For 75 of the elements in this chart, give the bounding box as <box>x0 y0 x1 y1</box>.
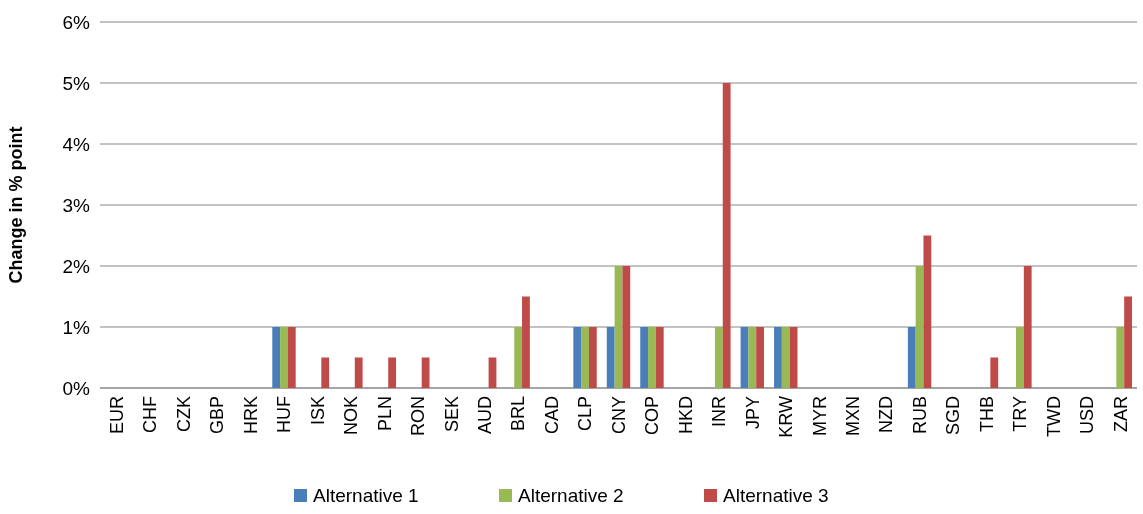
y-tick-label: 1% <box>62 316 91 338</box>
bar <box>354 357 363 388</box>
bar <box>514 327 523 388</box>
legend-label: Alternative 2 <box>518 485 624 506</box>
x-tick-label: AUD <box>474 396 495 435</box>
x-tick-label: MXN <box>842 396 863 436</box>
y-tick-label: 4% <box>62 133 91 155</box>
bar <box>714 327 723 388</box>
bar <box>614 266 623 388</box>
x-tick-label: COP <box>642 396 663 436</box>
bar <box>740 327 749 388</box>
x-tick-label: EUR <box>107 396 128 435</box>
bar <box>789 327 798 388</box>
x-tick-label: HRK <box>240 396 261 435</box>
x-tick-label: KRW <box>776 395 797 438</box>
x-tick-label: CLP <box>575 396 596 432</box>
bar <box>280 327 288 388</box>
x-tick-label: CZK <box>173 396 194 432</box>
bar <box>640 327 649 388</box>
bar <box>606 327 615 388</box>
bar <box>1116 327 1125 388</box>
x-tick-label: HKD <box>675 396 696 435</box>
x-tick-label: INR <box>709 396 730 427</box>
bar <box>1016 327 1024 388</box>
bar <box>272 327 281 388</box>
bar <box>522 296 530 388</box>
legend-label: Alternative 3 <box>723 485 829 506</box>
bar <box>573 327 582 388</box>
bar <box>722 83 731 388</box>
x-tick-label: TRY <box>1010 396 1031 432</box>
x-tick-label: SEK <box>441 396 462 433</box>
bar <box>321 357 330 388</box>
x-tick-label: RON <box>408 396 429 436</box>
x-tick-label: TWD <box>1043 396 1064 437</box>
y-tick-label: 3% <box>62 194 91 216</box>
bar <box>648 327 656 388</box>
x-tick-label: SGD <box>943 396 964 436</box>
x-tick-label: MYR <box>809 396 830 436</box>
bar <box>622 266 631 388</box>
x-tick-label: GBP <box>207 396 228 435</box>
y-tick-label: 6% <box>62 11 91 33</box>
x-tick-label: HUF <box>274 396 295 433</box>
bar <box>1124 296 1132 388</box>
x-tick-label: ISK <box>307 396 328 426</box>
y-axis-title: Change in % point <box>6 126 26 284</box>
x-tick-label: RUB <box>909 396 930 435</box>
x-tick-label: CNY <box>608 396 629 435</box>
bar <box>990 357 999 388</box>
x-tick-label: NOK <box>341 396 362 436</box>
y-tick-label: 2% <box>62 255 91 277</box>
y-tick-label: 0% <box>62 377 91 399</box>
x-tick-label: CHF <box>140 396 161 433</box>
x-tick-label: NZD <box>876 396 897 433</box>
x-tick-label: JPY <box>742 396 763 430</box>
bar <box>588 327 597 388</box>
y-tick-label: 5% <box>62 72 91 94</box>
bar <box>907 327 916 388</box>
bar <box>774 327 782 388</box>
bar <box>781 327 790 388</box>
bar <box>655 327 664 388</box>
bar <box>923 235 932 388</box>
x-tick-label: BRL <box>508 396 529 432</box>
x-tick-label: USD <box>1077 396 1098 435</box>
bar <box>915 266 924 388</box>
x-tick-label: PLN <box>374 396 395 432</box>
bar <box>388 357 397 388</box>
bar <box>581 327 589 388</box>
bar <box>287 327 296 388</box>
bar <box>1023 266 1032 388</box>
x-tick-label: CAD <box>541 396 562 435</box>
bar <box>748 327 757 388</box>
legend-label: Alternative 1 <box>313 485 419 506</box>
x-tick-label: ZAR <box>1110 396 1131 432</box>
bar <box>756 327 765 388</box>
x-tick-label: THB <box>976 396 997 432</box>
